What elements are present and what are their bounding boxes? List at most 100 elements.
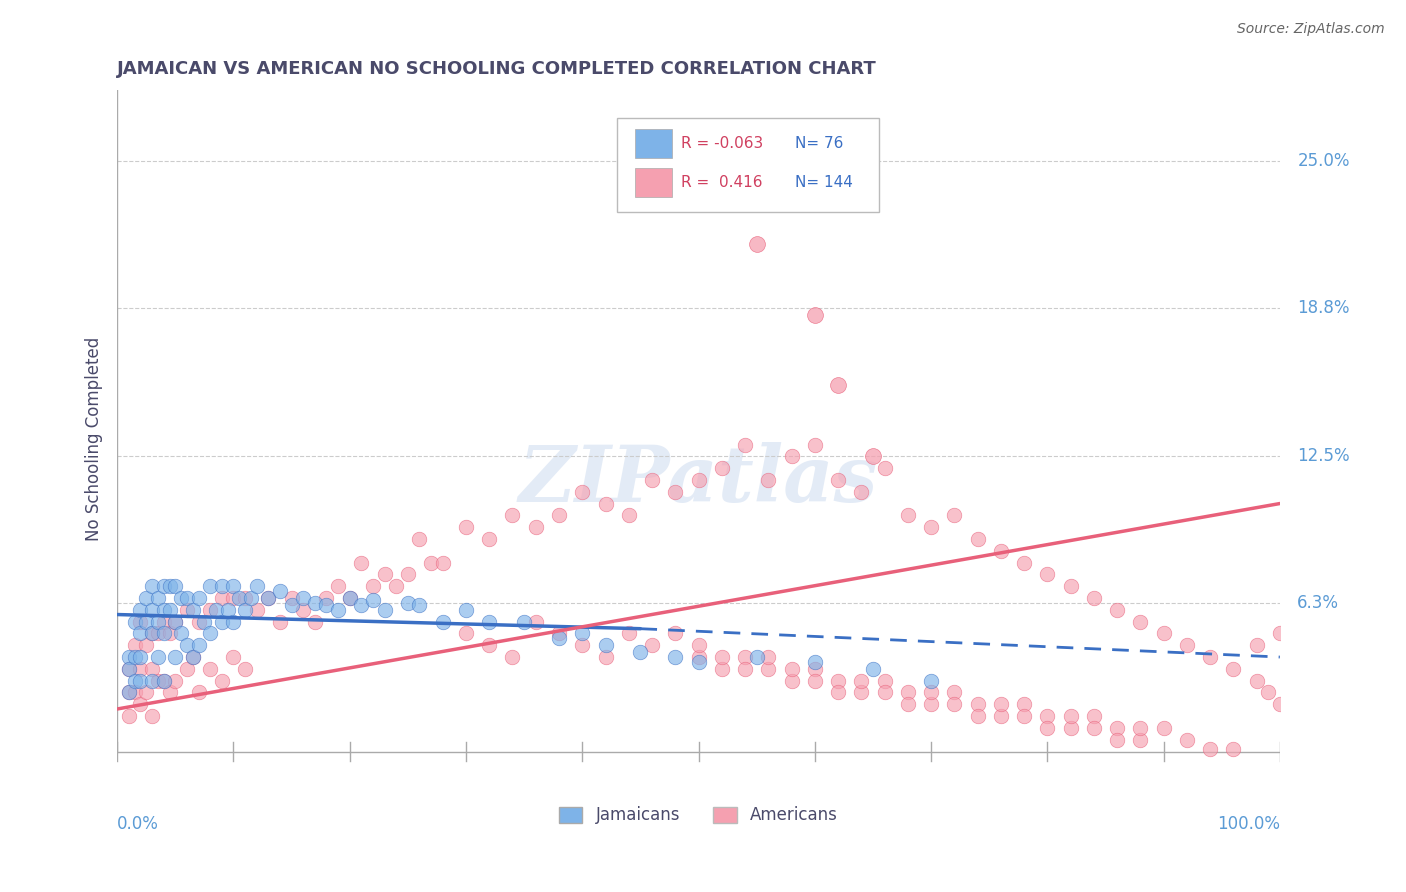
- Point: [1199, 650, 1222, 665]
- Point: [304, 596, 326, 610]
- Point: [513, 615, 536, 629]
- Point: [141, 626, 163, 640]
- Point: [193, 615, 215, 629]
- Point: [1153, 721, 1175, 735]
- Point: [176, 603, 198, 617]
- Point: [124, 638, 146, 652]
- Point: [233, 591, 256, 605]
- Text: 0.0%: 0.0%: [117, 814, 159, 833]
- Point: [374, 603, 396, 617]
- Point: [710, 461, 733, 475]
- Text: 100.0%: 100.0%: [1216, 814, 1279, 833]
- Point: [827, 378, 849, 392]
- Point: [1107, 732, 1129, 747]
- Point: [257, 591, 280, 605]
- Point: [152, 626, 174, 640]
- Point: [617, 508, 640, 523]
- Point: [135, 638, 157, 652]
- Point: [1268, 626, 1291, 640]
- Point: [1246, 638, 1268, 652]
- Point: [350, 598, 373, 612]
- Point: [165, 650, 187, 665]
- Point: [200, 626, 222, 640]
- Point: [152, 579, 174, 593]
- Point: [246, 579, 269, 593]
- Point: [851, 673, 873, 688]
- Point: [1175, 732, 1198, 747]
- Point: [1268, 698, 1291, 712]
- Point: [159, 685, 181, 699]
- Text: 12.5%: 12.5%: [1298, 447, 1350, 466]
- Point: [734, 437, 756, 451]
- Point: [571, 484, 593, 499]
- Point: [897, 698, 920, 712]
- Point: [745, 236, 768, 251]
- Point: [280, 591, 302, 605]
- Text: ZIPatlas: ZIPatlas: [519, 442, 879, 518]
- Point: [745, 650, 768, 665]
- Point: [396, 596, 419, 610]
- Point: [228, 591, 250, 605]
- Point: [571, 638, 593, 652]
- Point: [200, 579, 222, 593]
- Point: [233, 662, 256, 676]
- Point: [804, 655, 827, 669]
- Point: [862, 662, 884, 676]
- FancyBboxPatch shape: [617, 118, 879, 212]
- Point: [129, 698, 152, 712]
- Point: [339, 591, 361, 605]
- Point: [129, 626, 152, 640]
- Point: [756, 650, 779, 665]
- Point: [233, 603, 256, 617]
- Point: [152, 603, 174, 617]
- Point: [408, 532, 430, 546]
- Point: [118, 685, 141, 699]
- Point: [257, 591, 280, 605]
- Point: [181, 603, 204, 617]
- Point: [920, 520, 942, 534]
- Point: [1222, 662, 1244, 676]
- Point: [617, 626, 640, 640]
- Text: 18.8%: 18.8%: [1298, 299, 1350, 317]
- Point: [664, 650, 686, 665]
- Point: [1059, 579, 1081, 593]
- Point: [524, 520, 547, 534]
- Point: [176, 662, 198, 676]
- Point: [756, 473, 779, 487]
- Text: N= 76: N= 76: [794, 136, 844, 151]
- Point: [187, 615, 209, 629]
- Point: [146, 591, 169, 605]
- Point: [181, 650, 204, 665]
- Text: R =  0.416: R = 0.416: [681, 175, 762, 190]
- Text: N= 144: N= 144: [794, 175, 853, 190]
- Point: [1083, 721, 1105, 735]
- Point: [222, 579, 245, 593]
- Point: [478, 532, 501, 546]
- Point: [780, 673, 803, 688]
- Point: [141, 709, 163, 723]
- Point: [396, 567, 419, 582]
- Point: [176, 638, 198, 652]
- Point: [1129, 732, 1152, 747]
- Point: [688, 650, 710, 665]
- Point: [862, 450, 884, 464]
- Point: [1012, 709, 1035, 723]
- Point: [239, 591, 262, 605]
- Point: [304, 615, 326, 629]
- Point: [688, 473, 710, 487]
- Point: [851, 685, 873, 699]
- Point: [920, 673, 942, 688]
- FancyBboxPatch shape: [634, 168, 672, 197]
- Point: [222, 650, 245, 665]
- Point: [966, 532, 988, 546]
- Point: [851, 484, 873, 499]
- Point: [211, 591, 233, 605]
- Point: [595, 497, 617, 511]
- Point: [1012, 698, 1035, 712]
- Point: [432, 615, 454, 629]
- Point: [205, 603, 228, 617]
- Text: 25.0%: 25.0%: [1298, 153, 1350, 170]
- Point: [710, 662, 733, 676]
- Point: [804, 437, 827, 451]
- Point: [152, 673, 174, 688]
